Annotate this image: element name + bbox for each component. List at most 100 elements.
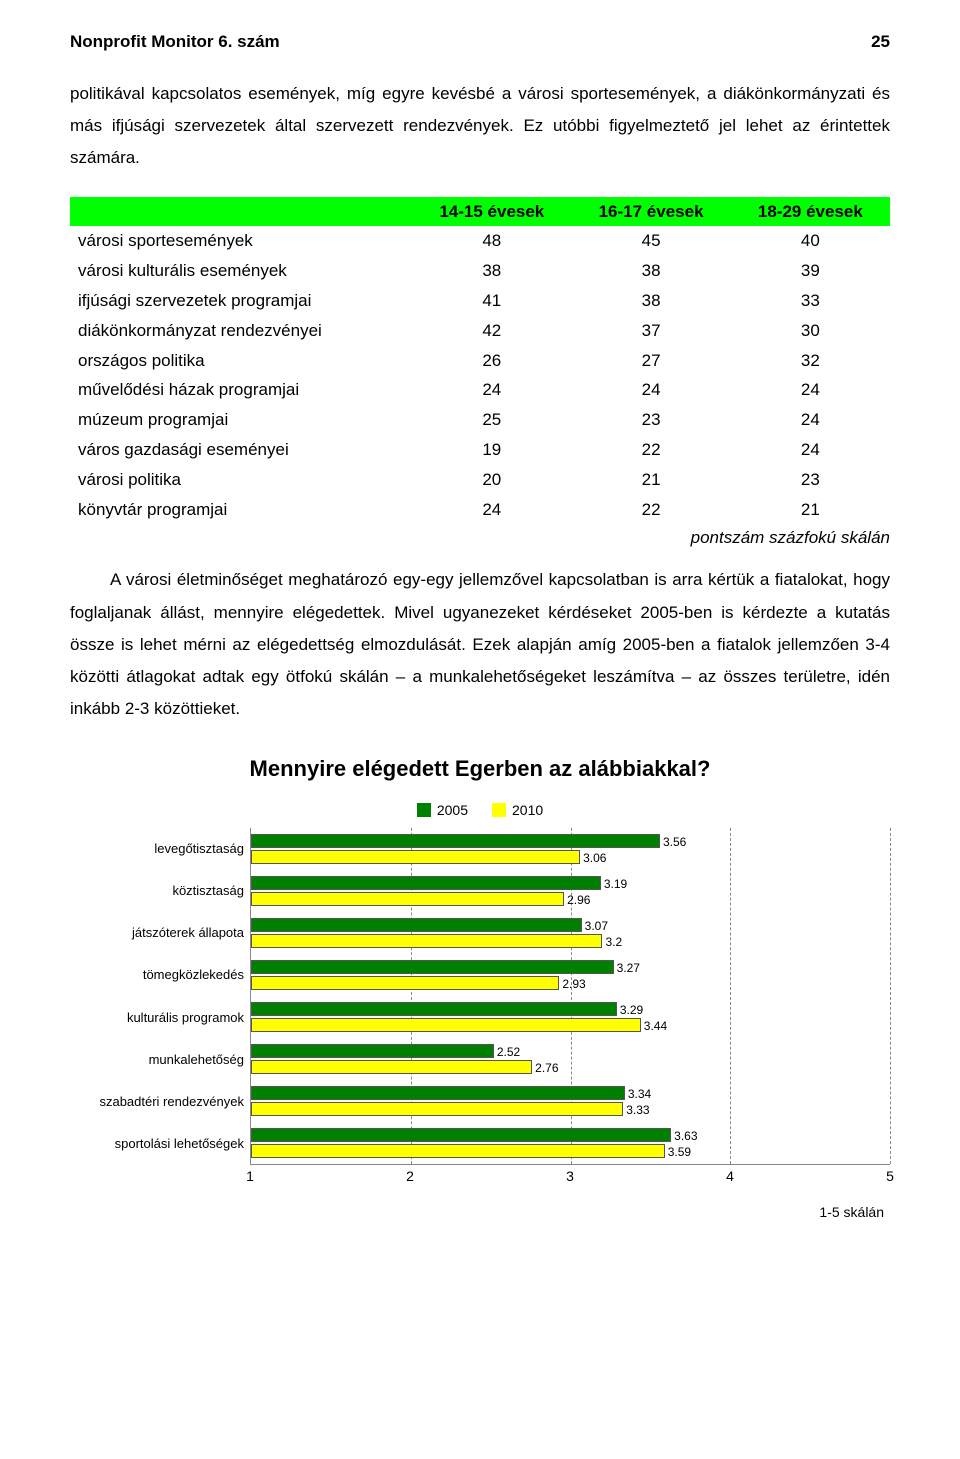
table-cell: 24 xyxy=(412,495,571,525)
header-page-number: 25 xyxy=(871,30,890,54)
x-axis-tick: 5 xyxy=(886,1167,894,1187)
table-cell: 24 xyxy=(571,375,730,405)
table-cell: 38 xyxy=(412,256,571,286)
table-row-label: könyvtár programjai xyxy=(70,495,412,525)
table-column-header: 14-15 évesek xyxy=(412,197,571,227)
table-cell: 48 xyxy=(412,226,571,256)
bar-value-label: 3.29 xyxy=(620,1002,643,1019)
x-axis-tick: 2 xyxy=(406,1167,414,1187)
chart-category-label: levegőtisztaság xyxy=(70,828,244,870)
bar-2010: 3.2 xyxy=(251,934,602,948)
chart-category-label: szabadtéri rendezvények xyxy=(70,1081,244,1123)
chart-category-label: sportolási lehetőségek xyxy=(70,1123,244,1165)
chart-category-label: játszóterek állapota xyxy=(70,912,244,954)
bar-value-label: 3.07 xyxy=(585,918,608,935)
table-row: országos politika262732 xyxy=(70,346,890,376)
bar-2010: 3.59 xyxy=(251,1144,665,1158)
table-header-row: 14-15 évesek16-17 évesek18-29 évesek xyxy=(70,197,890,227)
table-row: művelődési házak programjai242424 xyxy=(70,375,890,405)
table-cell: 38 xyxy=(571,256,730,286)
bar-group: 3.56 3.06 xyxy=(251,828,890,870)
bar-2005: 3.27 xyxy=(251,960,614,974)
bar-group: 3.293.44 xyxy=(251,996,890,1038)
bar-group: 3.272.93 xyxy=(251,954,890,996)
chart-category-label: tömegközlekedés xyxy=(70,955,244,997)
table-cell: 24 xyxy=(731,435,890,465)
table-row-label: diákönkormányzat rendezvényei xyxy=(70,316,412,346)
table-row-label: ifjúsági szervezetek programjai xyxy=(70,286,412,316)
table-cell: 22 xyxy=(571,495,730,525)
bar-value-label: 3.56 xyxy=(663,834,686,851)
table-cell: 39 xyxy=(731,256,890,286)
chart-category-label: köztisztaság xyxy=(70,870,244,912)
table-cell: 19 xyxy=(412,435,571,465)
bar-2005: 3.29 xyxy=(251,1002,617,1016)
table-cell: 26 xyxy=(412,346,571,376)
table-cell: 27 xyxy=(571,346,730,376)
table-cell: 24 xyxy=(412,375,571,405)
x-axis-tick: 1 xyxy=(246,1167,254,1187)
table-cell: 23 xyxy=(571,405,730,435)
chart-y-labels: levegőtisztaságköztisztaságjátszóterek á… xyxy=(70,828,250,1165)
bar-group: 3.073.2 xyxy=(251,912,890,954)
table-row-label: városi kulturális események xyxy=(70,256,412,286)
paragraph-1: politikával kapcsolatos események, míg e… xyxy=(70,78,890,175)
x-axis-tick: 4 xyxy=(726,1167,734,1187)
bar-2010: 2.76 xyxy=(251,1060,532,1074)
table-cell: 32 xyxy=(731,346,890,376)
gridline xyxy=(890,828,891,1164)
table-row-label: művelődési házak programjai xyxy=(70,375,412,405)
table-column-header xyxy=(70,197,412,227)
table-row-label: városi politika xyxy=(70,465,412,495)
table-row-label: múzeum programjai xyxy=(70,405,412,435)
chart-area: levegőtisztaságköztisztaságjátszóterek á… xyxy=(70,828,890,1165)
table-row: városi politika202123 xyxy=(70,465,890,495)
chart-x-axis-label: 1-5 skálán xyxy=(70,1203,884,1223)
table-cell: 33 xyxy=(731,286,890,316)
bar-value-label: 2.76 xyxy=(535,1060,558,1077)
table-column-header: 18-29 évesek xyxy=(731,197,890,227)
legend-swatch xyxy=(492,803,506,817)
bar-value-label: 3.33 xyxy=(626,1102,649,1119)
chart-x-axis: 12345 xyxy=(250,1167,890,1185)
bar-value-label: 3.59 xyxy=(668,1144,691,1161)
bar-value-label: 3.34 xyxy=(628,1086,651,1103)
table-caption: pontszám százfokú skálán xyxy=(70,526,890,550)
table-cell: 40 xyxy=(731,226,890,256)
table-row: városi kulturális események383839 xyxy=(70,256,890,286)
bar-2005: 3.34 xyxy=(251,1086,625,1100)
legend-swatch xyxy=(417,803,431,817)
bar-2010: 3.33 xyxy=(251,1102,623,1116)
bar-value-label: 3.2 xyxy=(605,934,622,951)
bar-group: 2.522.76 xyxy=(251,1038,890,1080)
bar-2005: 3.07 xyxy=(251,918,582,932)
legend-item: 2010 xyxy=(492,801,543,821)
table-row: könyvtár programjai242221 xyxy=(70,495,890,525)
bar-2010: 3.44 xyxy=(251,1018,641,1032)
chart-category-label: munkalehetőség xyxy=(70,1039,244,1081)
table-row: ifjúsági szervezetek programjai413833 xyxy=(70,286,890,316)
header-left: Nonprofit Monitor 6. szám xyxy=(70,30,280,54)
bar-value-label: 3.19 xyxy=(604,876,627,893)
table-cell: 37 xyxy=(571,316,730,346)
bar-2010: 2.96 xyxy=(251,892,564,906)
bar-value-label: 3.63 xyxy=(674,1128,697,1145)
table-cell: 22 xyxy=(571,435,730,465)
table-row-label: országos politika xyxy=(70,346,412,376)
bar-value-label: 3.27 xyxy=(617,960,640,977)
x-axis-tick: 3 xyxy=(566,1167,574,1187)
chart-title: Mennyire elégedett Egerben az alábbiakka… xyxy=(70,754,890,785)
table-cell: 21 xyxy=(571,465,730,495)
bar-2010: 3.06 xyxy=(251,850,580,864)
bar-group: 3.343.33 xyxy=(251,1080,890,1122)
table-row-label: város gazdasági eseményei xyxy=(70,435,412,465)
bar-2005: 3.19 xyxy=(251,876,601,890)
table-row: diákönkormányzat rendezvényei423730 xyxy=(70,316,890,346)
table-cell: 20 xyxy=(412,465,571,495)
table-row: múzeum programjai252324 xyxy=(70,405,890,435)
legend-label: 2005 xyxy=(437,801,468,821)
bar-value-label: 2.96 xyxy=(567,892,590,909)
bar-value-label: 3.44 xyxy=(644,1018,667,1035)
table-row: város gazdasági eseményei192224 xyxy=(70,435,890,465)
table-row-label: városi sportesemények xyxy=(70,226,412,256)
